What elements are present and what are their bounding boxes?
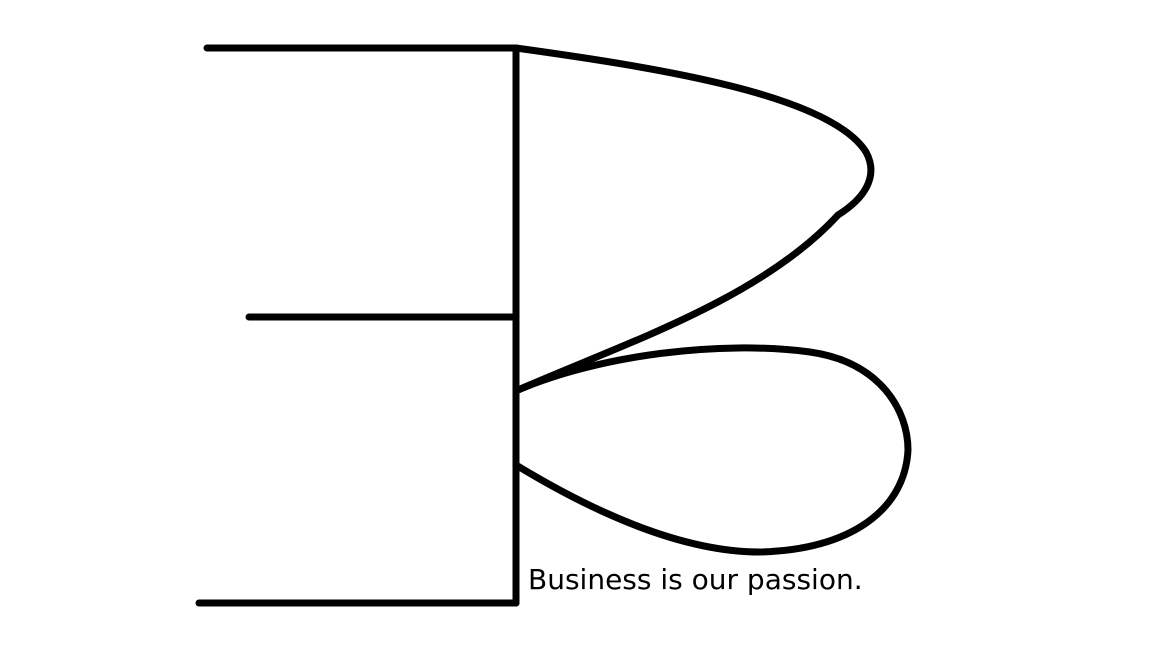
lower-bowl — [512, 344, 912, 556]
tagline: Business is our passion. — [528, 563, 863, 596]
upper-bowl — [512, 44, 875, 394]
